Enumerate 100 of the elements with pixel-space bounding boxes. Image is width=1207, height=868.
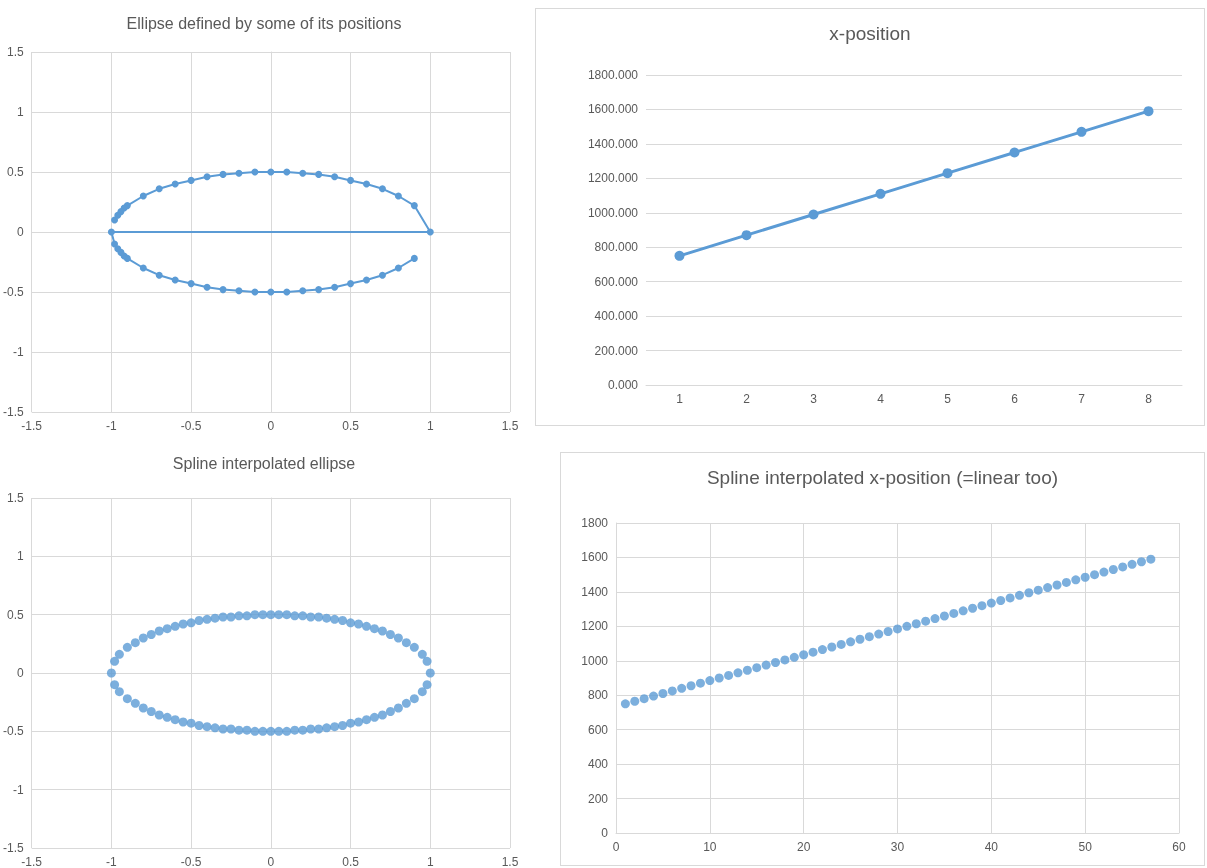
point (724, 670, 734, 680)
point (949, 608, 959, 618)
point (394, 192, 402, 200)
point (1080, 572, 1090, 582)
y-tick-label: 0 (16, 225, 24, 239)
point (410, 254, 418, 262)
point (674, 250, 685, 261)
y-tick-label: 1.5 (6, 45, 24, 59)
point (203, 283, 211, 291)
point (789, 652, 799, 662)
point (139, 192, 147, 200)
chart-title: Spline interpolated ellipse (172, 454, 356, 472)
point (1033, 585, 1043, 595)
x-tick-label: 0 (267, 855, 275, 868)
x-tick-label: -1 (106, 855, 118, 868)
point (714, 673, 724, 683)
y-tick-label: 200.000 (594, 343, 639, 358)
point (235, 169, 243, 177)
point (742, 665, 752, 675)
y-tick-label: 1600.000 (587, 102, 639, 117)
point (1118, 562, 1128, 572)
point (733, 668, 743, 678)
point (677, 683, 687, 693)
point (426, 228, 434, 236)
point (1061, 577, 1071, 587)
point (1090, 570, 1100, 580)
point (107, 228, 115, 236)
y-tick-label: -0.5 (2, 724, 24, 739)
point (883, 627, 893, 636)
point (1143, 106, 1154, 117)
x-tick-label: 5 (944, 392, 952, 406)
point (658, 689, 668, 698)
point (347, 176, 355, 184)
x-tick-label: -1 (106, 419, 118, 433)
point (968, 603, 978, 613)
point (315, 286, 323, 294)
y-tick-label: 0.000 (607, 378, 639, 392)
point (1146, 554, 1156, 564)
x-tick-label: -0.5 (180, 855, 202, 868)
y-tick-label: 800 (587, 688, 609, 703)
y-tick-label: 1000 (581, 653, 609, 668)
point (187, 280, 195, 288)
point (1127, 559, 1137, 569)
y-tick-label: 1400 (581, 584, 609, 599)
y-tick-label: 400.000 (594, 309, 639, 324)
point (331, 283, 339, 291)
point (686, 681, 696, 691)
point (1136, 557, 1146, 567)
point (620, 699, 630, 709)
point (799, 650, 809, 660)
point (1076, 126, 1087, 137)
point (410, 202, 418, 210)
point (986, 598, 996, 608)
point (1108, 565, 1118, 574)
point (942, 168, 953, 179)
x-tick-label: 0 (267, 419, 275, 433)
point (1005, 593, 1015, 603)
point (649, 691, 659, 701)
point (1043, 583, 1053, 593)
point (921, 616, 931, 626)
point (139, 264, 147, 272)
point (752, 663, 762, 673)
x-tick-label: 60 (1172, 840, 1186, 854)
x-tick-label: 6 (1011, 392, 1019, 406)
y-tick-label: -0.5 (2, 285, 24, 299)
point (363, 180, 370, 188)
y-tick-label: 1200.000 (587, 171, 639, 186)
point (235, 287, 243, 295)
point (171, 276, 179, 284)
point (667, 686, 677, 696)
point (299, 287, 307, 295)
point (111, 216, 119, 224)
point (827, 642, 837, 652)
point (630, 696, 640, 706)
point (705, 676, 715, 686)
x-tick-label: 0.5 (342, 855, 360, 868)
point (1099, 567, 1109, 577)
point (846, 637, 856, 647)
y-tick-label: 1 (16, 105, 24, 119)
point (394, 264, 402, 272)
point (977, 601, 987, 611)
point (363, 276, 370, 284)
y-tick-label: 1200 (581, 619, 609, 634)
y-tick-label: 600 (587, 722, 609, 737)
y-tick-label: 0.5 (6, 607, 24, 622)
point (219, 286, 227, 294)
point (939, 611, 949, 621)
y-tick-label: -1.5 (2, 405, 24, 419)
y-tick-label: 1800 (581, 516, 609, 530)
x-tick-label: 40 (984, 840, 999, 854)
point (283, 168, 291, 176)
y-tick-label: 1000.000 (587, 205, 639, 220)
y-tick-label: 1400.000 (587, 136, 639, 151)
x-tick-label: 1 (676, 392, 684, 406)
point (695, 678, 705, 688)
point (283, 288, 291, 296)
x-tick-label: -0.5 (180, 419, 202, 433)
point (347, 280, 355, 288)
x-tick-label: 4 (877, 392, 885, 406)
point (331, 173, 339, 181)
